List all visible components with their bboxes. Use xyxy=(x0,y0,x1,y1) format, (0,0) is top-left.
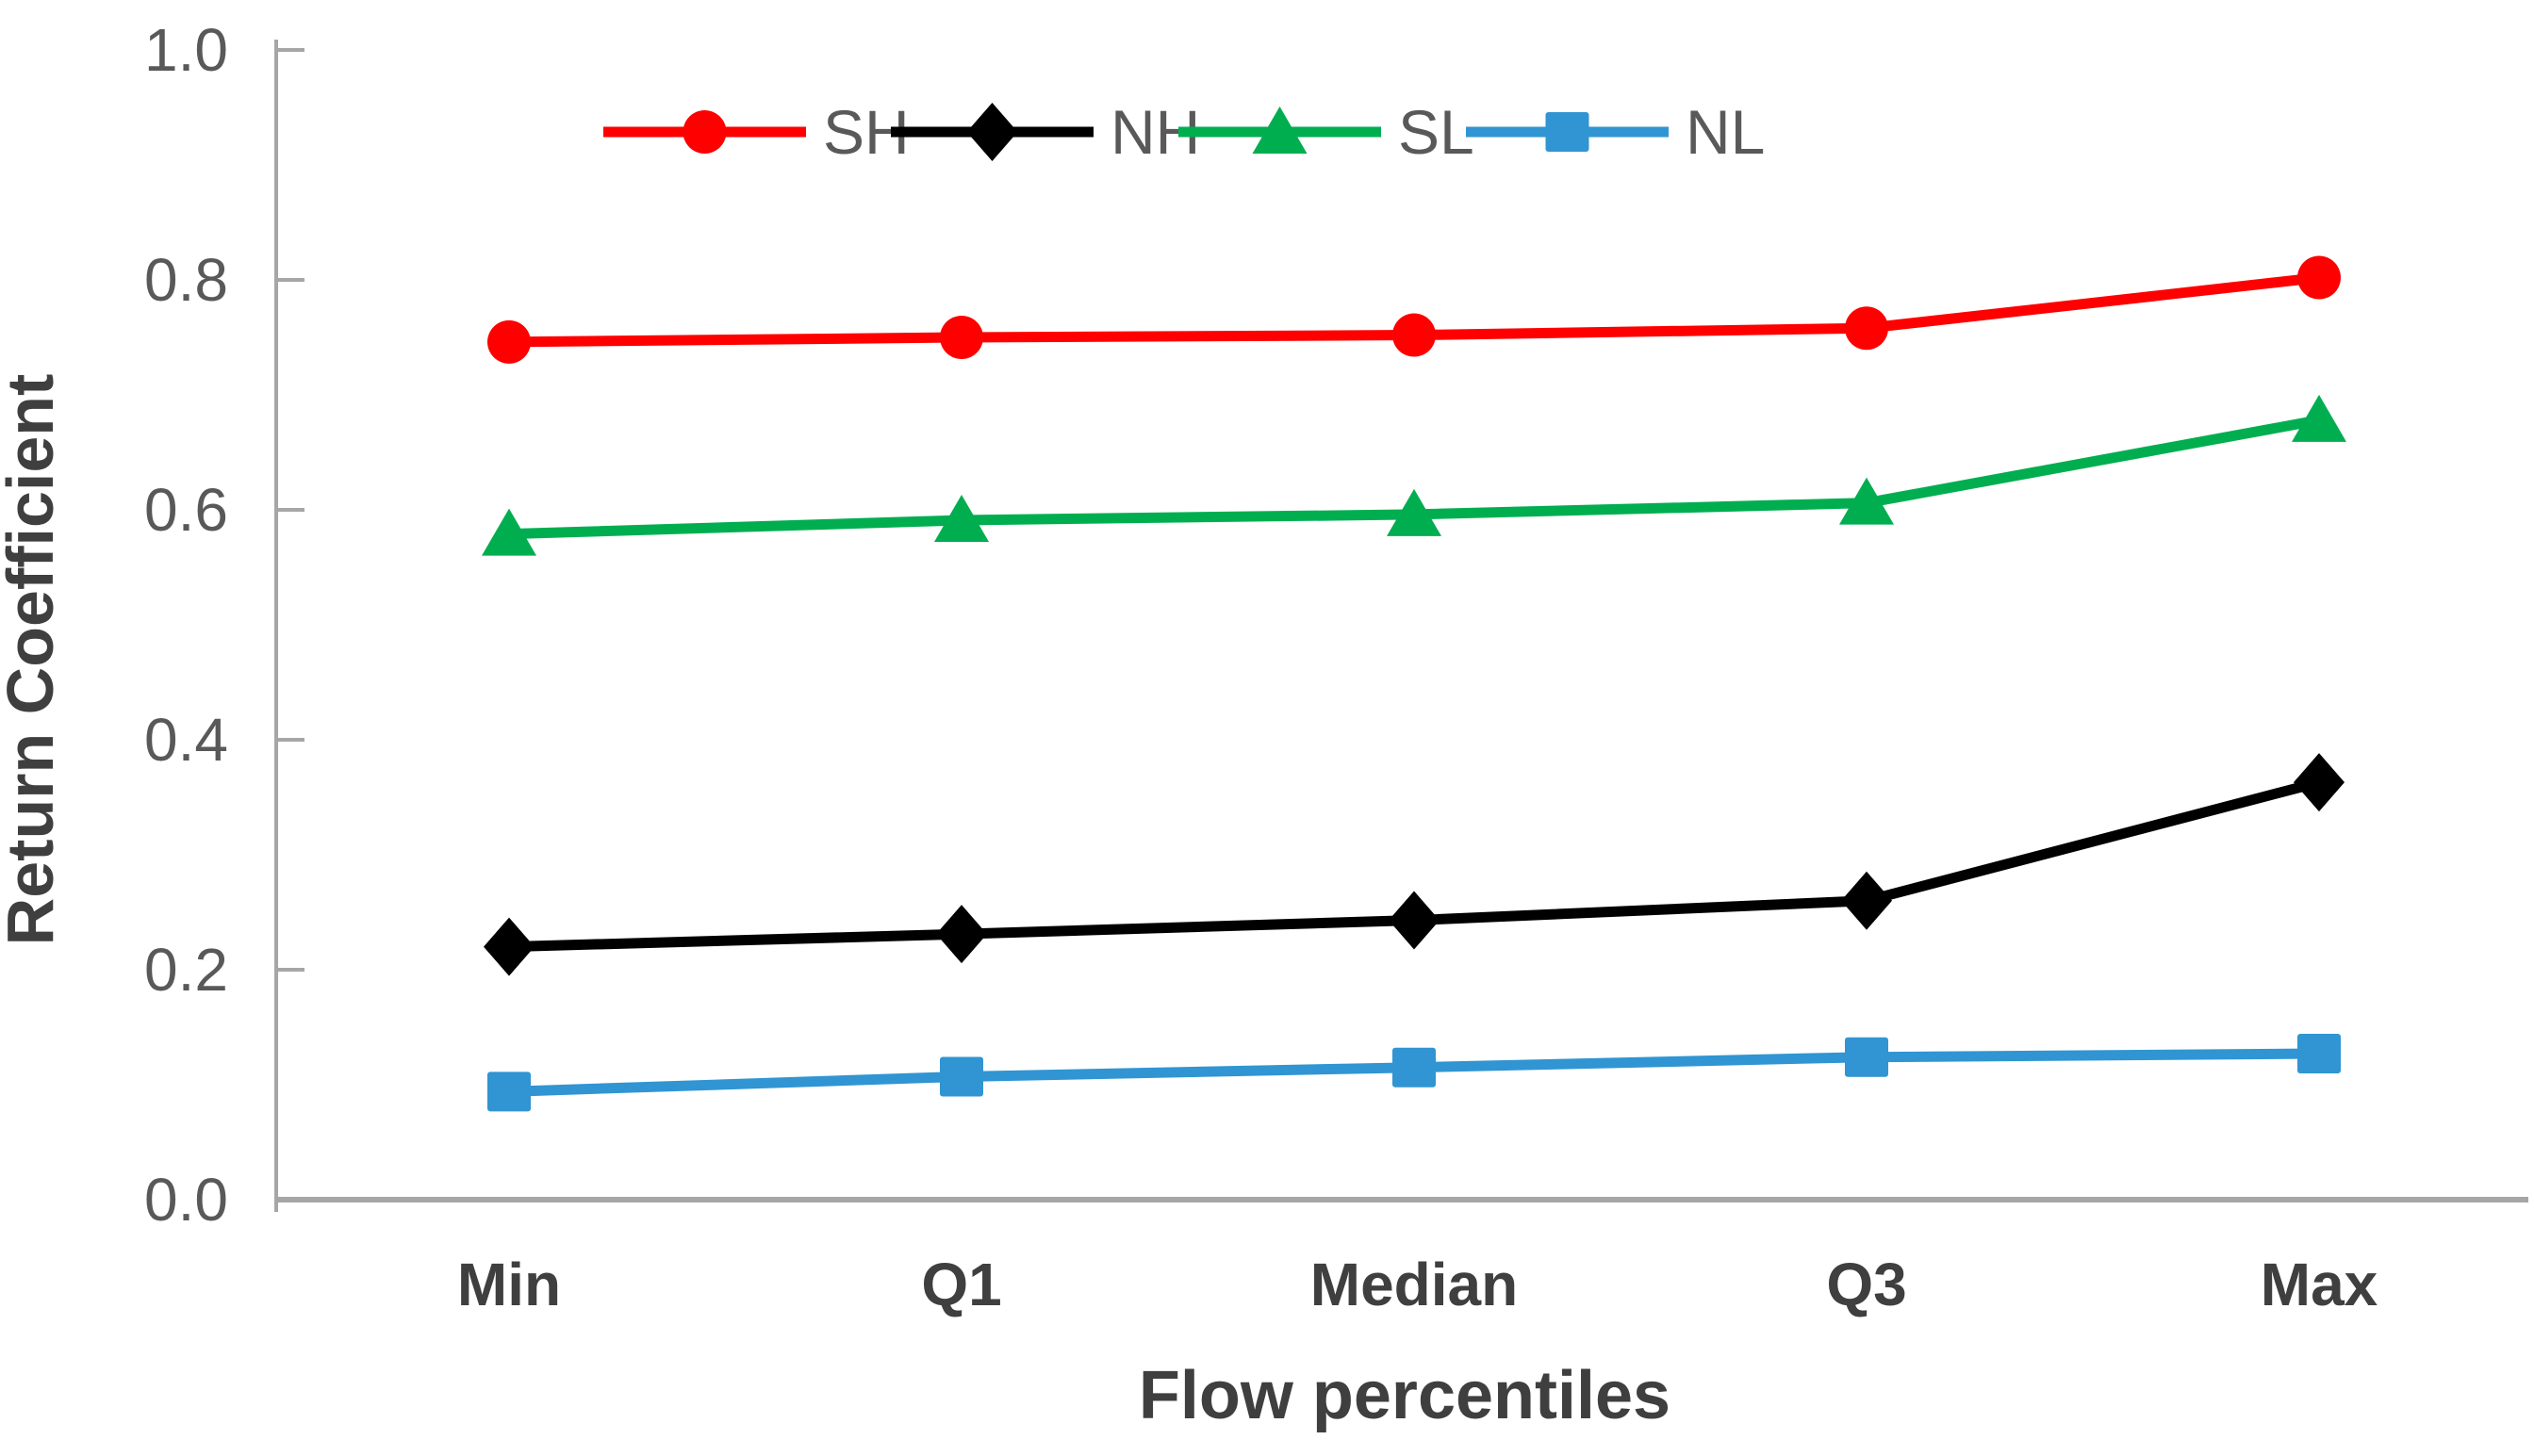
legend: SH NH SL NL xyxy=(603,97,1765,167)
y-tick-label: 0.2 xyxy=(144,936,228,1004)
data-point-NH-Median xyxy=(1389,891,1440,950)
legend-item-NH: NH xyxy=(891,97,1200,167)
series-NH xyxy=(484,753,2345,976)
x-category-label-Q3: Q3 xyxy=(1826,1251,1906,1318)
series-lines xyxy=(482,255,2346,1112)
x-category-label-Max: Max xyxy=(2261,1251,2378,1318)
y-tick-label: 0.0 xyxy=(144,1166,228,1234)
y-tick-label: 0.4 xyxy=(144,706,228,774)
y-tick-label: 0.8 xyxy=(144,246,228,314)
data-point-NL-Min xyxy=(487,1072,531,1112)
data-point-NH-Min xyxy=(484,917,535,976)
x-category-labels: Min Q1 Median Q3 Max xyxy=(457,1251,2378,1318)
y-axis-title: Return Coefficient xyxy=(0,374,67,946)
legend-marker-NL xyxy=(1545,112,1589,152)
legend-item-SL: SL xyxy=(1178,97,1474,167)
series-NL xyxy=(487,1034,2341,1112)
data-point-SL-Max xyxy=(2292,394,2346,442)
legend-label-NL: NL xyxy=(1686,97,1765,167)
legend-marker-SH xyxy=(683,110,727,154)
data-point-NH-Q3 xyxy=(1841,871,1892,930)
data-point-SL-Q1 xyxy=(934,494,989,542)
series-SH xyxy=(487,255,2341,364)
legend-item-SH: SH xyxy=(603,97,910,167)
x-axis-title: Flow percentiles xyxy=(1139,1358,1670,1433)
data-point-SH-Max xyxy=(2297,255,2341,300)
axes xyxy=(274,40,2528,1212)
data-point-NH-Q1 xyxy=(936,905,987,964)
data-point-SL-Q3 xyxy=(1839,477,1894,525)
x-category-label-Q1: Q1 xyxy=(921,1251,1001,1318)
data-point-NH-Max xyxy=(2294,753,2345,812)
legend-label-SL: SL xyxy=(1398,97,1474,167)
x-category-label-Median: Median xyxy=(1310,1251,1518,1318)
data-point-SH-Q3 xyxy=(1845,306,1888,351)
data-point-NL-Max xyxy=(2297,1034,2341,1074)
legend-item-NL: NL xyxy=(1466,97,1765,167)
series-SL xyxy=(482,394,2346,556)
legend-marker-NH xyxy=(966,103,1018,161)
y-tick-label: 1.0 xyxy=(144,16,228,84)
data-point-SL-Median xyxy=(1387,488,1441,536)
x-category-label-Min: Min xyxy=(457,1251,561,1318)
legend-marker-SL xyxy=(1252,106,1308,154)
data-point-SH-Q1 xyxy=(940,316,983,359)
data-point-SL-Min xyxy=(482,508,536,556)
y-tick-label: 0.6 xyxy=(144,476,228,544)
data-point-SH-Min xyxy=(487,319,531,364)
y-tick-labels: 0.2 0.4 0.6 0.8 1.0 0.0 xyxy=(144,16,228,1234)
data-point-SH-Median xyxy=(1392,313,1436,357)
data-point-NL-Q3 xyxy=(1845,1037,1888,1077)
data-point-NL-Q1 xyxy=(940,1056,983,1097)
data-point-NL-Median xyxy=(1392,1047,1436,1088)
